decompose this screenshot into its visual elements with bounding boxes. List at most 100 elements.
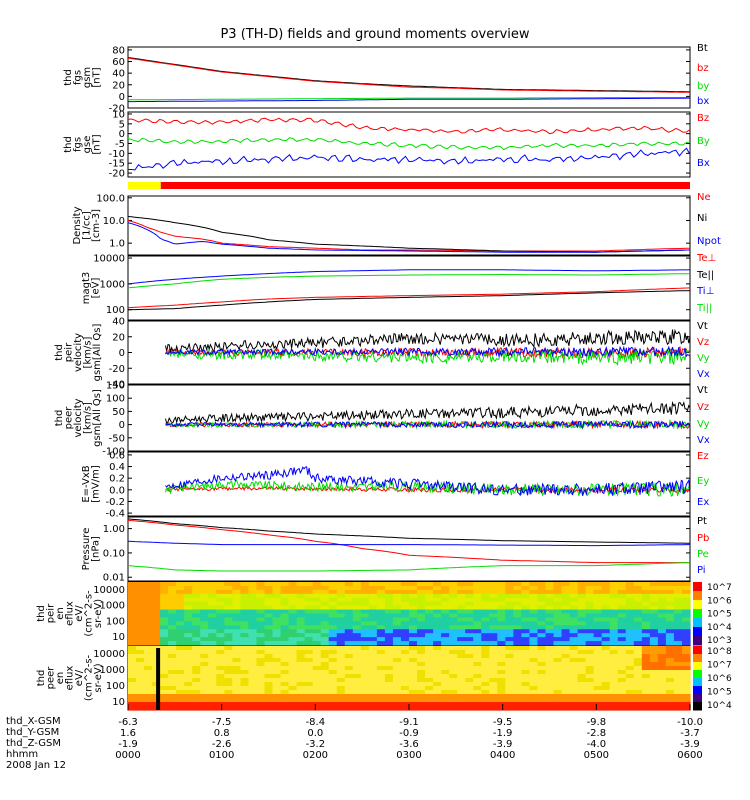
panel-peir-spectrogram: 10^710^610^510^410^310000100010010thdpei…: [36, 581, 732, 646]
spectrogram-cell: [569, 629, 579, 634]
y-tick-label: 1000: [100, 279, 125, 290]
spectrogram-cell: [681, 702, 691, 707]
spectrogram-cell: [449, 593, 458, 599]
spectrogram-cell: [240, 593, 250, 599]
spectrogram-cell: [336, 686, 346, 691]
spectrogram-cell: [256, 613, 266, 619]
spectrogram-cell: [681, 621, 691, 626]
spectrogram-cell: [457, 582, 466, 587]
spectrogram-cell: [617, 621, 627, 626]
spectrogram-cell: [304, 609, 314, 615]
spectrogram-cell: [481, 609, 490, 615]
spectrogram-cell: [425, 670, 434, 675]
spectrogram-cell: [240, 585, 250, 591]
spectrogram-cell: [649, 698, 659, 703]
spectrogram-cell: [641, 637, 651, 642]
spectrogram-cell: [433, 613, 442, 619]
spectrogram-cell: [465, 646, 474, 651]
spectrogram-cell: [184, 589, 193, 595]
spectrogram-cell: [400, 621, 410, 626]
spectrogram-cell: [280, 694, 290, 699]
spectrogram-cell: [561, 650, 571, 655]
spectrogram-cell: [425, 666, 434, 671]
spectrogram-cell: [400, 601, 410, 607]
spectrogram-cell: [216, 593, 225, 599]
spectrogram-cell: [513, 585, 522, 591]
spectrogram-cell: [561, 678, 571, 683]
spectrogram-cell: [513, 593, 522, 599]
spectrogram-cell: [481, 674, 490, 679]
spectrogram-cell: [272, 654, 282, 659]
spectrogram-cell: [593, 582, 603, 587]
spectrogram-cell: [360, 682, 370, 687]
spectrogram-cell: [561, 625, 571, 630]
spectrogram-cell: [473, 682, 482, 687]
spectrogram-cell: [208, 674, 217, 679]
spectrogram-cell: [240, 650, 250, 655]
spectrogram-cell: [288, 702, 298, 707]
spectrogram-cell: [312, 662, 322, 667]
spectrogram-cell: [625, 589, 635, 595]
spectrogram-cell: [417, 670, 426, 675]
spectrogram-cell: [409, 629, 418, 634]
y-tick-label: 20: [112, 80, 125, 91]
spectrogram-cell: [160, 625, 169, 630]
spectrogram-cell: [681, 698, 691, 703]
spectrogram-cell: [256, 666, 266, 671]
spectrogram-cell: [240, 706, 250, 711]
spectrogram-cell: [312, 613, 322, 619]
spectrogram-cell: [256, 625, 266, 630]
spectrogram-cell: [513, 582, 522, 587]
spectrogram-cell: [128, 686, 137, 691]
spectrogram-cell: [296, 690, 306, 695]
spectrogram-cell: [473, 662, 482, 667]
spectrogram-cell: [264, 658, 274, 663]
series-line-blue: [165, 419, 691, 430]
spectrogram-cell: [577, 662, 587, 667]
spectrogram-cell: [344, 674, 354, 679]
spectrogram-cell: [665, 646, 675, 651]
spectrogram-cell: [168, 585, 177, 591]
y-tick-label: 80: [112, 45, 125, 56]
spectrogram-cell: [352, 674, 362, 679]
spectrogram-cell: [681, 694, 691, 699]
spectrogram-cell: [649, 625, 659, 630]
spectrogram-cell: [136, 678, 145, 683]
spectrogram-cell: [465, 658, 474, 663]
spectrogram-cell: [216, 629, 225, 634]
spectrogram-cell: [160, 678, 169, 683]
spectrogram-cell: [649, 609, 659, 615]
spectrogram-cell: [384, 585, 394, 591]
spectrogram-cell: [433, 698, 442, 703]
spectrogram-cell: [152, 641, 161, 646]
spectrogram-cell: [417, 625, 426, 630]
spectrogram-cell: [384, 637, 394, 642]
spectrogram-cell: [417, 698, 426, 703]
spectrogram-cell: [665, 585, 675, 591]
spectrogram-cell: [545, 609, 555, 615]
spectrogram-cell: [256, 670, 266, 675]
spectrogram-cell: [497, 662, 506, 667]
spectrogram-cell: [465, 654, 474, 659]
spectrogram-cell: [449, 589, 458, 595]
spectrogram-cell: [264, 633, 274, 638]
spectrogram-cell: [320, 674, 330, 679]
spectrogram-cell: [665, 582, 675, 587]
legend-entry: Ne: [697, 192, 711, 203]
spectrogram-cell: [208, 670, 217, 675]
spectrogram-cell: [537, 582, 547, 587]
spectrogram-cell: [433, 597, 442, 603]
spectrogram-cell: [505, 582, 514, 587]
spectrogram-cell: [665, 633, 675, 638]
spectrogram-cell: [425, 597, 434, 603]
spectrogram-cell: [312, 678, 322, 683]
spectrogram-cell: [384, 654, 394, 659]
spectrogram-cell: [368, 597, 378, 603]
spectrogram-cell: [657, 629, 667, 634]
spectrogram-cell: [288, 662, 298, 667]
spectrogram-cell: [593, 621, 603, 626]
spectrogram-cell: [280, 706, 290, 711]
y-tick-label: 10.0: [103, 216, 125, 227]
spectrogram-cell: [392, 589, 402, 595]
spectrogram-cell: [537, 617, 547, 622]
